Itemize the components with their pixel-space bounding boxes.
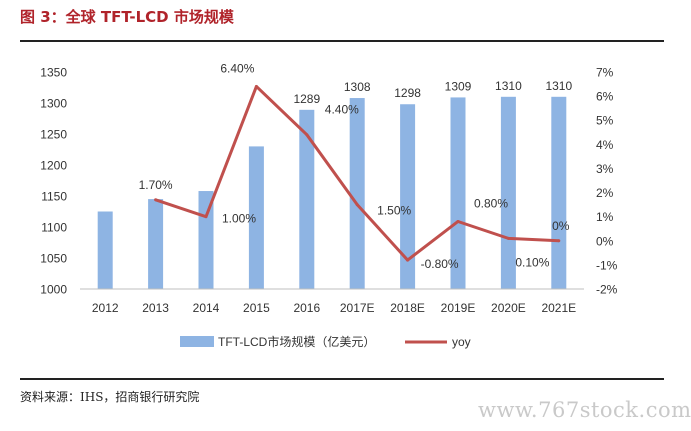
legend: TFT-LCD市场规模（亿美元） yoy: [180, 334, 471, 349]
yoy-point-2017E: [355, 203, 359, 207]
yoy-point-2016: [305, 133, 309, 137]
y-right-tick-label: -1%: [596, 258, 618, 272]
legend-line-label: yoy: [452, 335, 471, 349]
yoy-point-2015: [254, 84, 258, 88]
yoy-value-label: 1.00%: [222, 212, 256, 226]
yoy-point-2014: [204, 215, 208, 219]
y-left-tick-label: 1000: [40, 283, 67, 297]
bar-value-label: 1308: [344, 80, 371, 94]
bottom-rule: [20, 378, 664, 380]
yoy-value-label: 0%: [552, 219, 570, 233]
y-left-tick-label: 1200: [40, 159, 67, 173]
bar-value-label: 1310: [495, 79, 522, 93]
x-tick-label: 2020E: [491, 301, 526, 315]
data-labels: 1289 1308 1298 1309 1310 1310 1.70% 1.00% 6.40% 4…: [139, 61, 573, 271]
y-right-tick-label: 5%: [596, 114, 614, 128]
bar-value-label: 1289: [293, 92, 320, 106]
yoy-point-2013: [154, 198, 158, 202]
bar-series: [97, 96, 567, 290]
x-tick-label: 2015: [243, 301, 270, 315]
source-note: 资料来源：IHS，招商银行研究院: [20, 390, 200, 404]
x-tick-label: 2017E: [340, 301, 375, 315]
bar-2021E: [551, 96, 567, 289]
y-left-tick-label: 1350: [40, 66, 67, 80]
yoy-point-2018E: [406, 258, 410, 262]
y-left-tick-label: 1150: [41, 190, 67, 204]
bar-value-label: 1310: [545, 79, 572, 93]
x-tick-label: 2019E: [441, 301, 476, 315]
top-rule: [20, 40, 664, 42]
y-right-tick-label: -2%: [596, 283, 618, 297]
x-tick-label: 2013: [142, 301, 169, 315]
x-tick-label: 2014: [193, 301, 220, 315]
y-right-tick-label: 7%: [596, 66, 614, 80]
bar-2020E: [500, 96, 516, 289]
legend-bar-label: TFT-LCD市场规模（亿美元）: [218, 334, 375, 349]
x-tick-label: 2018E: [390, 301, 425, 315]
yoy-point-2020E: [506, 236, 510, 240]
bar-value-label: 1309: [445, 79, 472, 93]
bar-2016: [299, 109, 315, 289]
yoy-point-2019E: [456, 219, 460, 223]
x-tick-label: 2021E: [541, 301, 576, 315]
y-left-tick-label: 1100: [41, 221, 67, 235]
bar-2012: [97, 211, 113, 289]
yoy-series: [154, 84, 561, 262]
yoy-value-label: 1.70%: [139, 178, 173, 192]
y-right-tick-label: 4%: [596, 138, 614, 152]
bar-2015: [248, 146, 264, 289]
yoy-value-label: 1.50%: [377, 204, 411, 218]
axes: 2012 2013 2014 2015 2016 2017E 2018E 2019E 2020E…: [40, 66, 617, 316]
watermark: www.767stock.com: [478, 398, 691, 422]
bar-2013: [148, 199, 164, 289]
y-right-tick-label: 3%: [596, 162, 614, 176]
y-right-tick-label: 2%: [596, 186, 614, 200]
x-tick-label: 2012: [92, 301, 119, 315]
yoy-point-2021E: [557, 239, 561, 243]
y-right-tick-label: 1%: [596, 210, 614, 224]
y-right-tick-label: 6%: [596, 90, 614, 104]
bar-2018E: [400, 104, 416, 290]
bar-2017E: [349, 98, 365, 289]
yoy-value-label: 6.40%: [220, 61, 254, 75]
bar-2019E: [450, 97, 466, 289]
figure-title: 图 3：全球 TFT-LCD 市场规模: [20, 8, 234, 26]
yoy-value-label: -0.80%: [421, 257, 459, 271]
y-left-tick-label: 1300: [40, 97, 67, 111]
yoy-value-label: 4.40%: [325, 103, 359, 117]
legend-bar-swatch: [180, 336, 214, 347]
bar-value-label: 1298: [394, 86, 421, 100]
y-left-tick-label: 1050: [40, 252, 67, 266]
x-tick-label: 2016: [293, 301, 320, 315]
yoy-value-label: 0.80%: [474, 196, 508, 210]
y-right-tick-label: 0%: [596, 234, 614, 248]
y-left-tick-label: 1250: [40, 128, 67, 142]
yoy-value-label: 0.10%: [515, 255, 549, 269]
